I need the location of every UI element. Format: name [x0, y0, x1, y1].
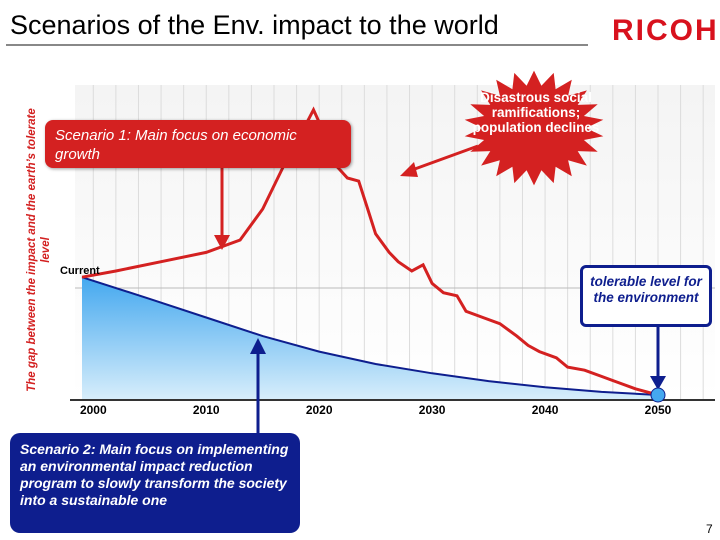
tolerable-arrow-head — [650, 376, 666, 390]
x-tick-2010: 2010 — [193, 403, 220, 417]
x-tick-2000: 2000 — [80, 403, 107, 417]
x-tick-2050: 2050 — [645, 403, 672, 417]
x-tick-2030: 2030 — [419, 403, 446, 417]
disaster-text: Disastrous social ramifications; populat… — [472, 90, 600, 135]
page-title: Scenarios of the Env. impact to the worl… — [10, 10, 499, 40]
x-tick-2040: 2040 — [532, 403, 559, 417]
current-label: Current — [60, 265, 100, 277]
scenario2-area — [82, 277, 658, 400]
ricoh-logo: RICOH — [612, 14, 719, 47]
scenario2-arrow-head — [250, 338, 266, 354]
scenario2-line — [81, 276, 659, 396]
x-tick-2020: 2020 — [306, 403, 333, 417]
scenario1-callout: Scenario 1: Main focus on economic growt… — [45, 120, 351, 168]
scenario1-line — [81, 106, 659, 397]
tolerable-level-callout: tolerable level for the environment — [580, 265, 712, 327]
scenario1-arrow-head — [214, 235, 230, 250]
page-number: 7 — [706, 522, 713, 536]
disaster-starburst — [464, 70, 604, 186]
tolerable-level-point — [650, 387, 666, 403]
disaster-arrow-head — [400, 162, 418, 177]
title-divider — [6, 44, 588, 46]
scenario2-callout: Scenario 2: Main focus on implementing a… — [10, 433, 300, 533]
disaster-arrow-line — [411, 144, 479, 172]
